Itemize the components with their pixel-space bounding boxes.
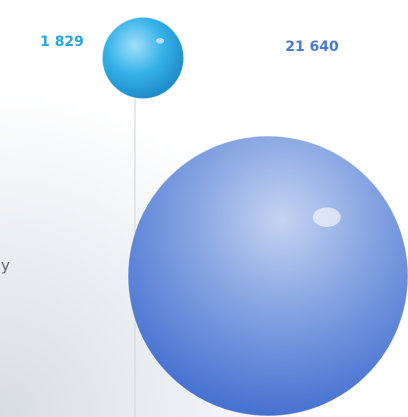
value-label: 21 640 (285, 39, 339, 55)
value-label: 1 829 (40, 34, 84, 50)
bubble (127, 135, 408, 417)
highlight (156, 38, 165, 44)
annotation: y (1, 257, 10, 275)
bubble (101, 16, 185, 100)
highlight (312, 207, 341, 227)
